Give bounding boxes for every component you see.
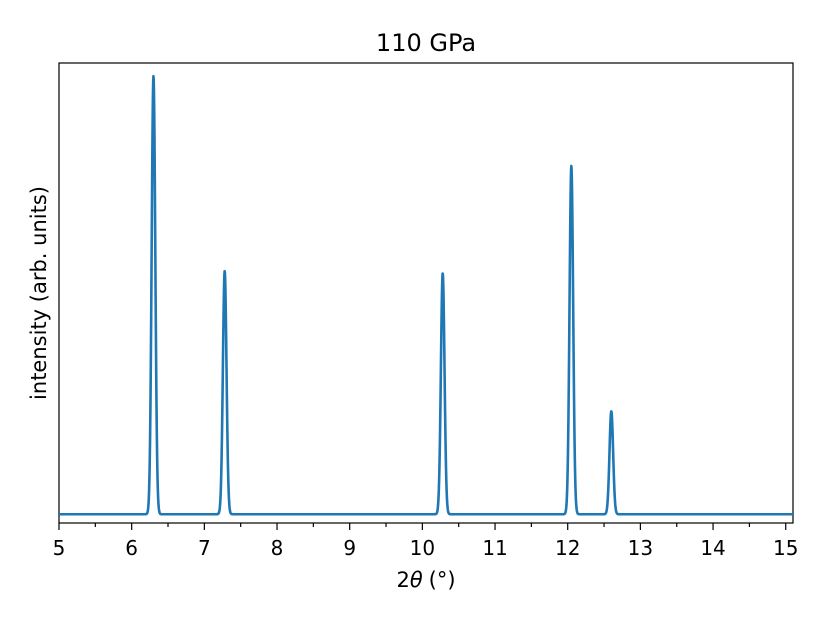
x-tick-label: 6 [125,536,138,560]
diffraction-trace [57,74,795,516]
chart-title: 110 GPa [376,29,476,57]
x-tick-label: 5 [53,536,66,560]
x-axis-label-unit: (°) [429,568,456,592]
x-tick-label: 11 [482,536,507,560]
y-axis-label: intensity (arb. units) [27,186,51,400]
plot-frame [58,62,794,524]
x-tick-label: 9 [343,536,356,560]
x-axis-ticks: 5 6 7 8 9 10 11 12 13 14 15 [53,523,798,560]
plot-area [57,62,795,524]
trace-layer [57,74,795,516]
x-tick-label: 15 [773,536,798,560]
x-tick-label: 12 [555,536,580,560]
x-tick-label: 10 [410,536,435,560]
x-tick-label: 14 [700,536,725,560]
x-tick-label: 7 [198,536,211,560]
x-axis-label: 2θ (°) [396,568,455,592]
x-tick-label: 8 [271,536,284,560]
x-tick-label: 13 [628,536,653,560]
x-axis-label-prefix: 2 [396,568,409,592]
x-axis-label-symbol: θ [410,568,423,592]
